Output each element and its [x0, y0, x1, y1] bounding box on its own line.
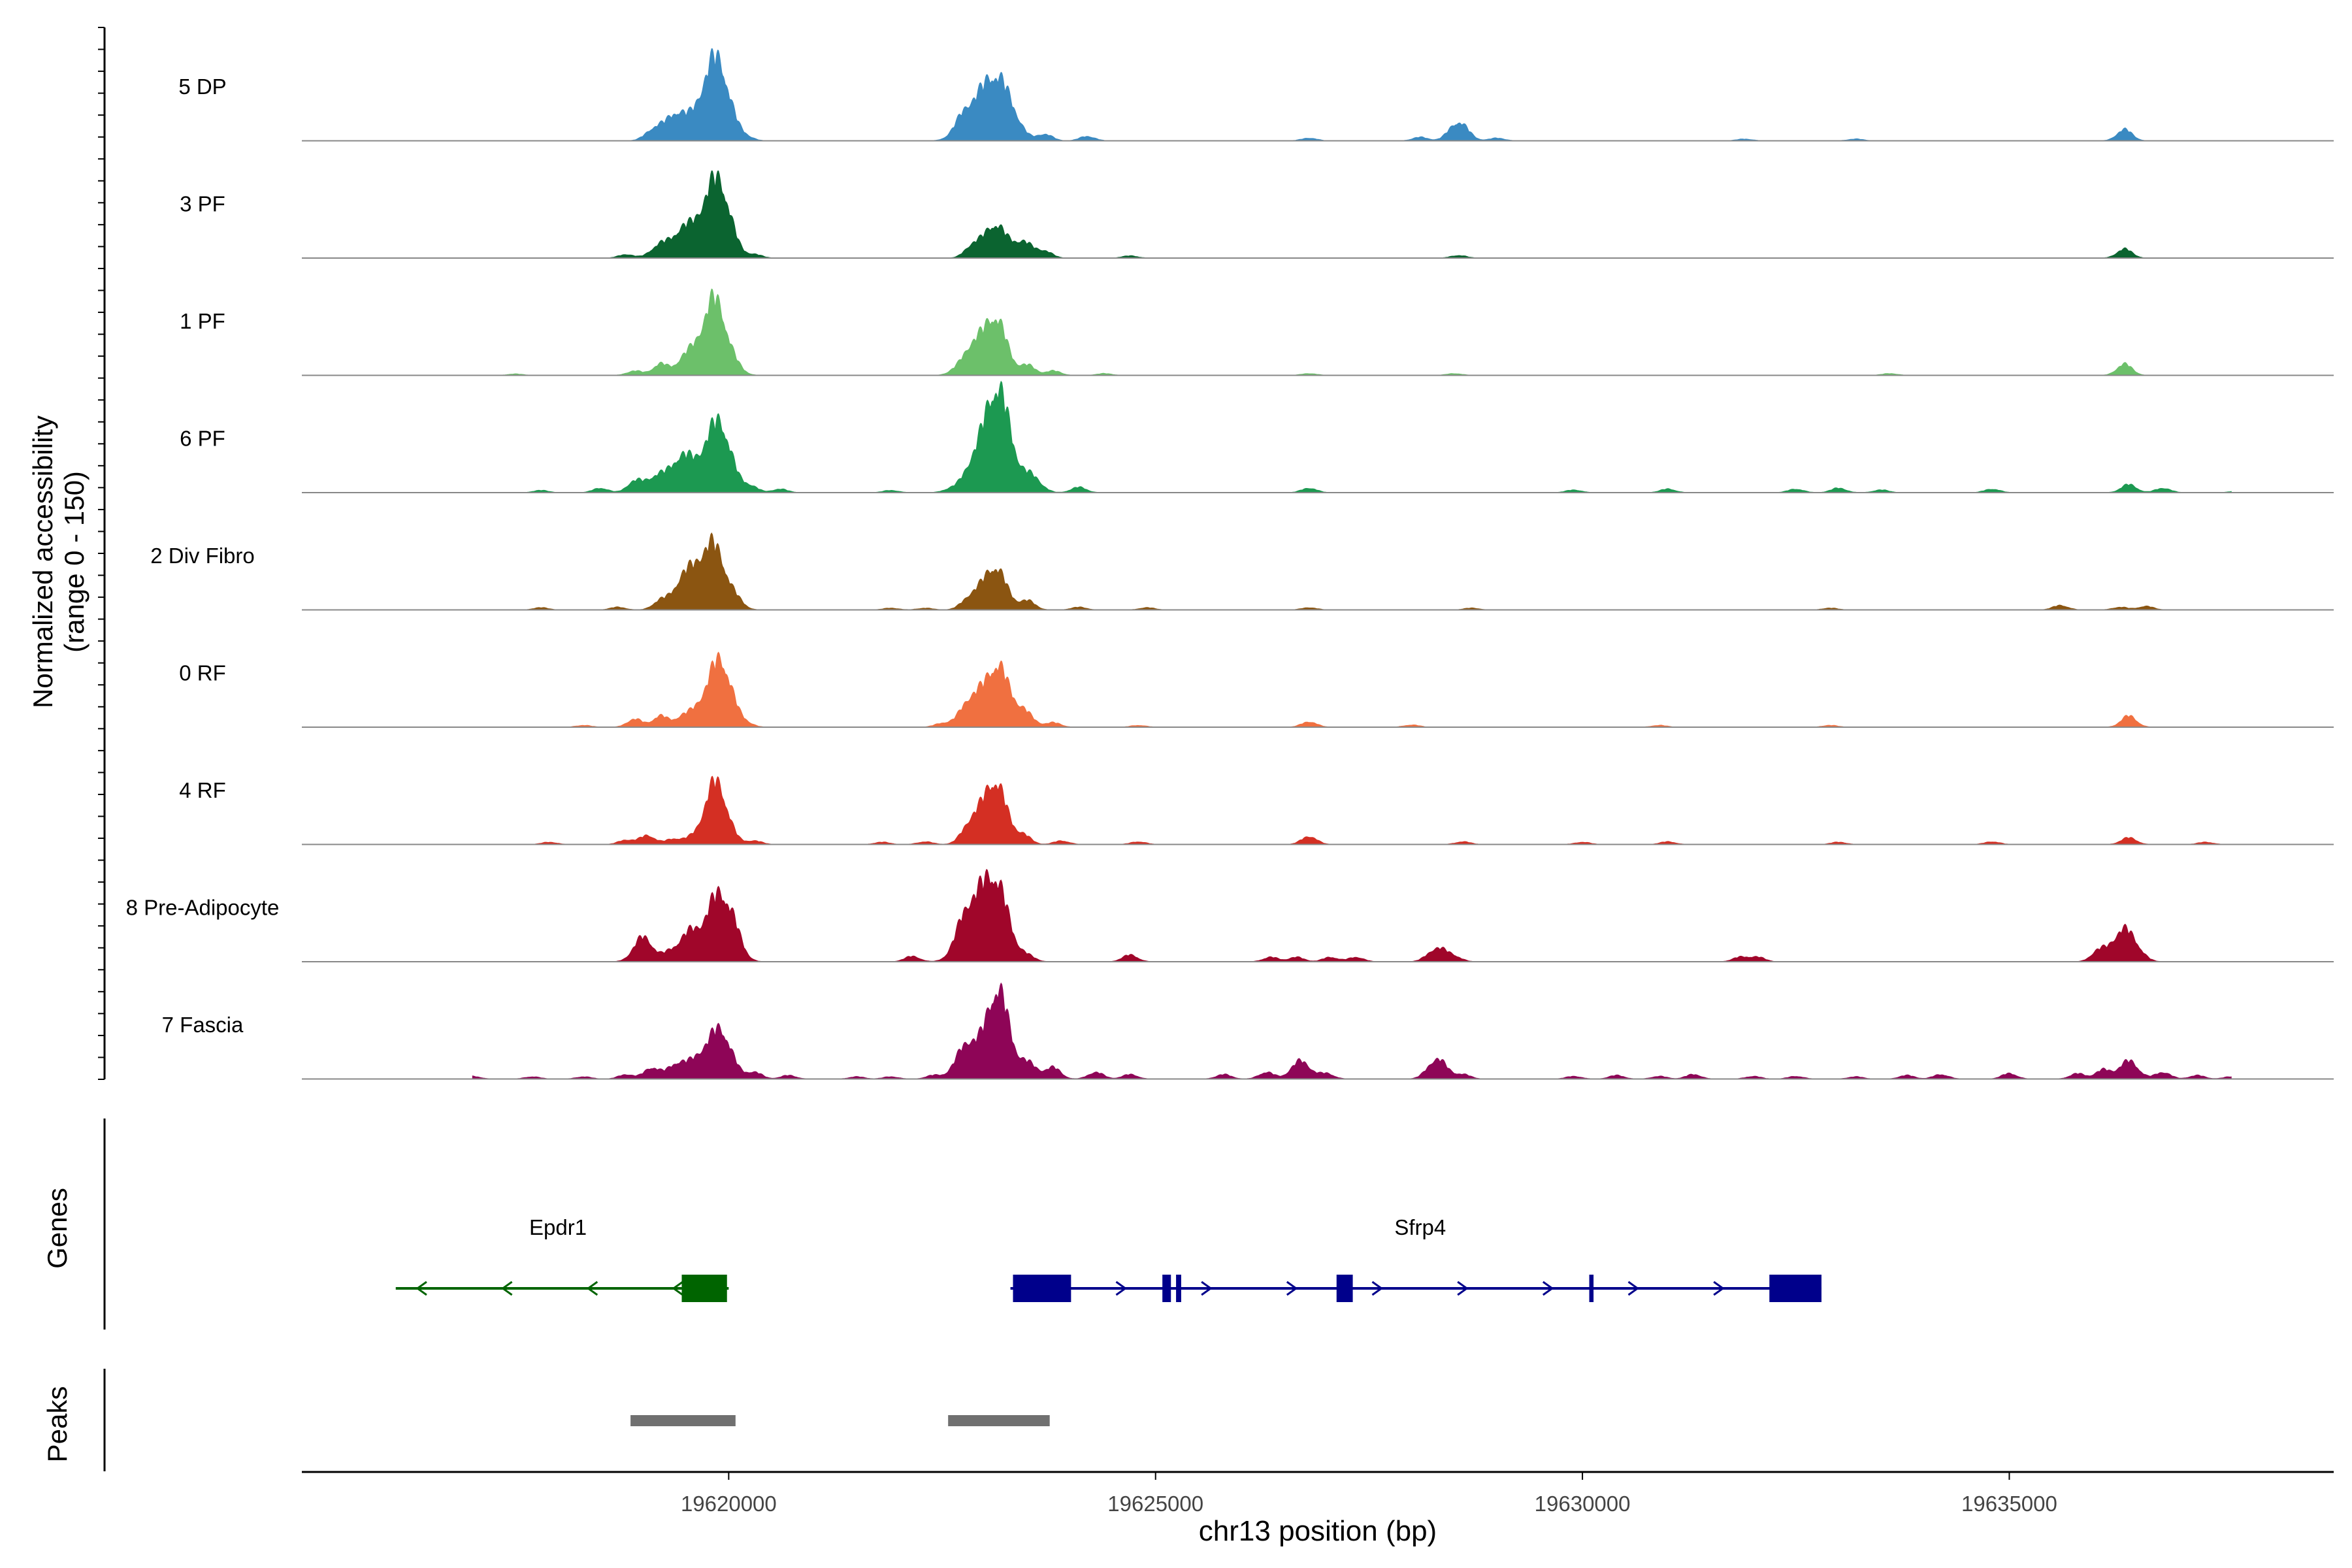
- x-axis-label: chr13 position (bp): [1199, 1515, 1437, 1547]
- y-axis-label-line1: Normalized accessibility: [27, 416, 58, 708]
- strand-arrow: [501, 1281, 513, 1296]
- peaks-panel-label: Peaks: [42, 1386, 73, 1463]
- x-axis: 19620000 19625000 19630000 19635000: [302, 1471, 2334, 1516]
- track-3-pf: 3 PF: [180, 170, 2334, 259]
- coverage-tracks: 5 DP 3 PF 1 PF 6 PF 2 Div Fibro 0 RF 4 RF 8 Pre…: [126, 48, 2334, 1080]
- track-label-3-pf: 3 PF: [180, 192, 225, 216]
- x-axis-tick-label: 19625000: [1107, 1492, 1203, 1516]
- track-5-dp: 5 DP: [178, 48, 2334, 142]
- track-7-fascia: 7 Fascia: [162, 982, 2334, 1080]
- genes-panel-label: Genes: [42, 1188, 73, 1269]
- coverage-area-4-rf: [472, 776, 2232, 845]
- strand-arrow: [586, 1281, 598, 1296]
- y-axis-label-line2: (range 0 - 150): [59, 471, 90, 653]
- track-8-pre-adipocyte: 8 Pre-Adipocyte: [126, 868, 2334, 962]
- track-label-2-div-fibro: 2 Div Fibro: [150, 544, 255, 568]
- x-axis-tick-label: 19630000: [1535, 1492, 1631, 1516]
- gene-exon: [1589, 1275, 1594, 1302]
- strand-arrow: [1713, 1281, 1725, 1296]
- track-4-rf: 4 RF: [179, 776, 2334, 845]
- coverage-area-3-pf: [472, 170, 2232, 259]
- gene-name-label: Sfrp4: [1394, 1215, 1446, 1239]
- gene-exon: [681, 1275, 727, 1302]
- coverage-area-2-div-fibro: [472, 532, 2232, 610]
- peak-region: [948, 1415, 1050, 1426]
- gene-exon: [1176, 1275, 1181, 1302]
- gene-name-label: Epdr1: [529, 1215, 587, 1239]
- track-label-1-pf: 1 PF: [180, 309, 225, 333]
- strand-arrow: [1627, 1281, 1640, 1296]
- gene-exon: [1013, 1275, 1071, 1302]
- track-6-pf: 6 PF: [180, 380, 2334, 493]
- strand-arrow: [1371, 1281, 1384, 1296]
- peaks-panel: [630, 1415, 1050, 1426]
- track-1-pf: 1 PF: [180, 288, 2334, 376]
- strand-arrow: [1286, 1281, 1298, 1296]
- coverage-area-0-rf: [472, 651, 2232, 728]
- track-label-8-pre-adipocyte: 8 Pre-Adipocyte: [126, 896, 280, 920]
- x-axis-tick-label: 19635000: [1961, 1492, 2057, 1516]
- gene-exon: [1336, 1275, 1353, 1302]
- left-axes: [98, 27, 106, 1471]
- track-label-4-rf: 4 RF: [179, 778, 226, 802]
- coverage-area-6-pf: [472, 380, 2232, 493]
- gene-epdr1: Epdr1: [395, 1215, 729, 1302]
- strand-arrow: [1115, 1281, 1128, 1296]
- track-2-div-fibro: 2 Div Fibro: [150, 532, 2334, 611]
- strand-arrow: [1201, 1281, 1213, 1296]
- track-label-6-pf: 6 PF: [180, 427, 225, 451]
- strand-arrow: [1457, 1281, 1469, 1296]
- coverage-area-1-pf: [472, 288, 2232, 376]
- coverage-area-8-pre-adipocyte: [472, 868, 2232, 962]
- coverage-area-5-dp: [472, 48, 2232, 141]
- gene-exon: [1162, 1275, 1171, 1302]
- track-label-0-rf: 0 RF: [179, 661, 226, 685]
- strand-arrow: [1542, 1281, 1554, 1296]
- track-label-7-fascia: 7 Fascia: [162, 1013, 244, 1037]
- peak-region: [630, 1415, 736, 1426]
- gene-exon: [1769, 1275, 1821, 1302]
- x-axis-tick-label: 19620000: [681, 1492, 777, 1516]
- gene-sfrp4: Sfrp4: [1010, 1215, 1821, 1302]
- coverage-area-7-fascia: [472, 982, 2232, 1079]
- track-label-5-dp: 5 DP: [178, 74, 226, 99]
- strand-arrow: [672, 1281, 683, 1296]
- genes-panel: Epdr1 Sfrp4: [395, 1215, 1821, 1302]
- strand-arrow: [416, 1281, 427, 1296]
- track-0-rf: 0 RF: [179, 651, 2334, 728]
